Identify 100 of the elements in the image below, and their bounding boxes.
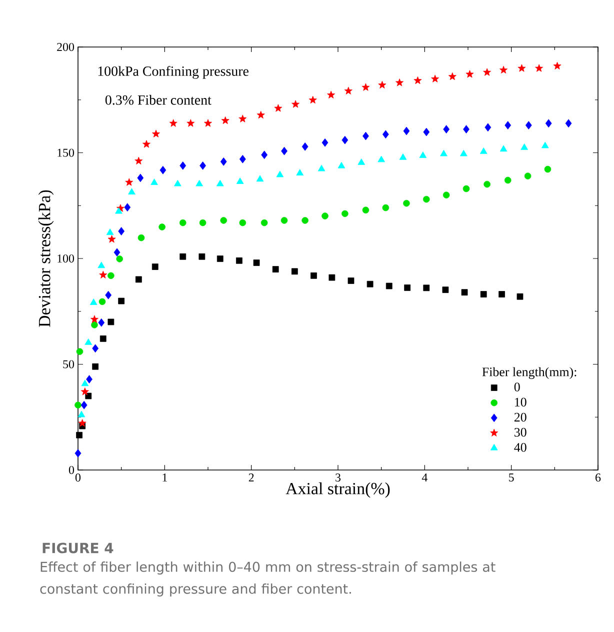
x-tick-label: 2 bbox=[248, 474, 254, 482]
point bbox=[463, 125, 470, 134]
legend-label: 0 bbox=[514, 382, 520, 392]
y-axis-title: Deviator stress(kPa) bbox=[38, 190, 54, 327]
point bbox=[160, 166, 166, 174]
y-tick-label: 200 bbox=[57, 42, 74, 52]
point bbox=[80, 400, 88, 410]
point bbox=[180, 161, 186, 170]
point bbox=[152, 130, 160, 138]
text: Effect of fiber length within 0–40 mm on stress-strain of samples at constant confining pressure and fiber content. bbox=[40, 562, 496, 596]
point bbox=[98, 298, 106, 306]
point bbox=[238, 114, 247, 122]
point bbox=[260, 219, 268, 226]
point bbox=[236, 257, 242, 264]
point bbox=[480, 291, 487, 298]
point bbox=[504, 121, 512, 130]
point bbox=[76, 432, 82, 438]
point bbox=[462, 185, 470, 192]
point bbox=[74, 402, 82, 408]
annotation: 100kPa Confining pressure bbox=[98, 66, 248, 79]
point bbox=[200, 161, 206, 170]
point bbox=[221, 116, 230, 124]
x-tick-label: 3 bbox=[336, 474, 341, 482]
y-tick-label: 0 bbox=[68, 466, 74, 474]
point bbox=[180, 253, 186, 260]
point bbox=[318, 164, 326, 172]
point bbox=[216, 256, 224, 262]
x-tick-label: 6 bbox=[596, 474, 601, 482]
point bbox=[302, 142, 308, 151]
point bbox=[362, 132, 369, 140]
point bbox=[442, 192, 450, 198]
point bbox=[253, 260, 260, 266]
y-tick-label: 150 bbox=[58, 148, 74, 157]
point bbox=[114, 248, 120, 257]
point bbox=[338, 162, 346, 168]
point bbox=[403, 200, 410, 207]
legend-label: 20 bbox=[514, 412, 526, 422]
point bbox=[525, 121, 532, 130]
point bbox=[216, 180, 224, 186]
point bbox=[419, 152, 427, 158]
point bbox=[186, 119, 195, 127]
legend-title: Fiber length(mm): bbox=[482, 367, 576, 379]
point bbox=[565, 119, 572, 128]
point bbox=[135, 276, 142, 283]
point bbox=[516, 293, 524, 300]
point bbox=[108, 235, 116, 243]
point bbox=[358, 158, 366, 165]
point bbox=[440, 150, 448, 156]
point bbox=[128, 188, 136, 194]
point bbox=[348, 278, 354, 284]
point bbox=[484, 123, 492, 132]
point bbox=[108, 318, 114, 326]
point bbox=[382, 204, 390, 212]
point bbox=[100, 335, 106, 342]
point bbox=[76, 348, 84, 355]
point bbox=[310, 272, 317, 279]
point bbox=[342, 210, 348, 218]
point bbox=[362, 83, 370, 91]
point bbox=[142, 140, 150, 148]
point bbox=[504, 176, 512, 184]
point bbox=[545, 119, 552, 128]
point bbox=[86, 375, 92, 384]
point bbox=[98, 262, 106, 268]
x-tick-label: 0 bbox=[75, 474, 81, 482]
point bbox=[378, 156, 385, 162]
x-tick-label: 1 bbox=[162, 474, 167, 482]
point bbox=[118, 298, 125, 304]
point bbox=[174, 180, 182, 186]
point bbox=[220, 157, 227, 166]
point bbox=[138, 234, 145, 242]
point bbox=[544, 166, 552, 173]
point bbox=[280, 217, 288, 224]
point bbox=[115, 207, 122, 214]
point bbox=[90, 315, 98, 323]
point bbox=[448, 72, 456, 80]
point bbox=[256, 175, 264, 182]
point bbox=[328, 274, 336, 281]
point bbox=[85, 392, 92, 400]
point bbox=[484, 180, 490, 188]
legend-label: 10 bbox=[515, 398, 526, 406]
point bbox=[134, 156, 143, 164]
point bbox=[261, 150, 268, 160]
point bbox=[466, 70, 474, 78]
point bbox=[292, 100, 300, 108]
point bbox=[520, 143, 528, 150]
x-axis-title: Axial strain(%) bbox=[286, 482, 390, 498]
point bbox=[98, 318, 105, 327]
point bbox=[281, 146, 288, 156]
point bbox=[99, 270, 108, 278]
point bbox=[91, 322, 98, 328]
point bbox=[553, 62, 562, 70]
point bbox=[443, 125, 450, 134]
point bbox=[272, 266, 279, 272]
point bbox=[84, 338, 92, 345]
x-tick-label: 4 bbox=[422, 474, 428, 482]
point bbox=[498, 291, 505, 298]
point bbox=[423, 284, 430, 292]
legend-label: 40 bbox=[514, 443, 526, 452]
point bbox=[169, 119, 178, 127]
point bbox=[137, 174, 144, 182]
